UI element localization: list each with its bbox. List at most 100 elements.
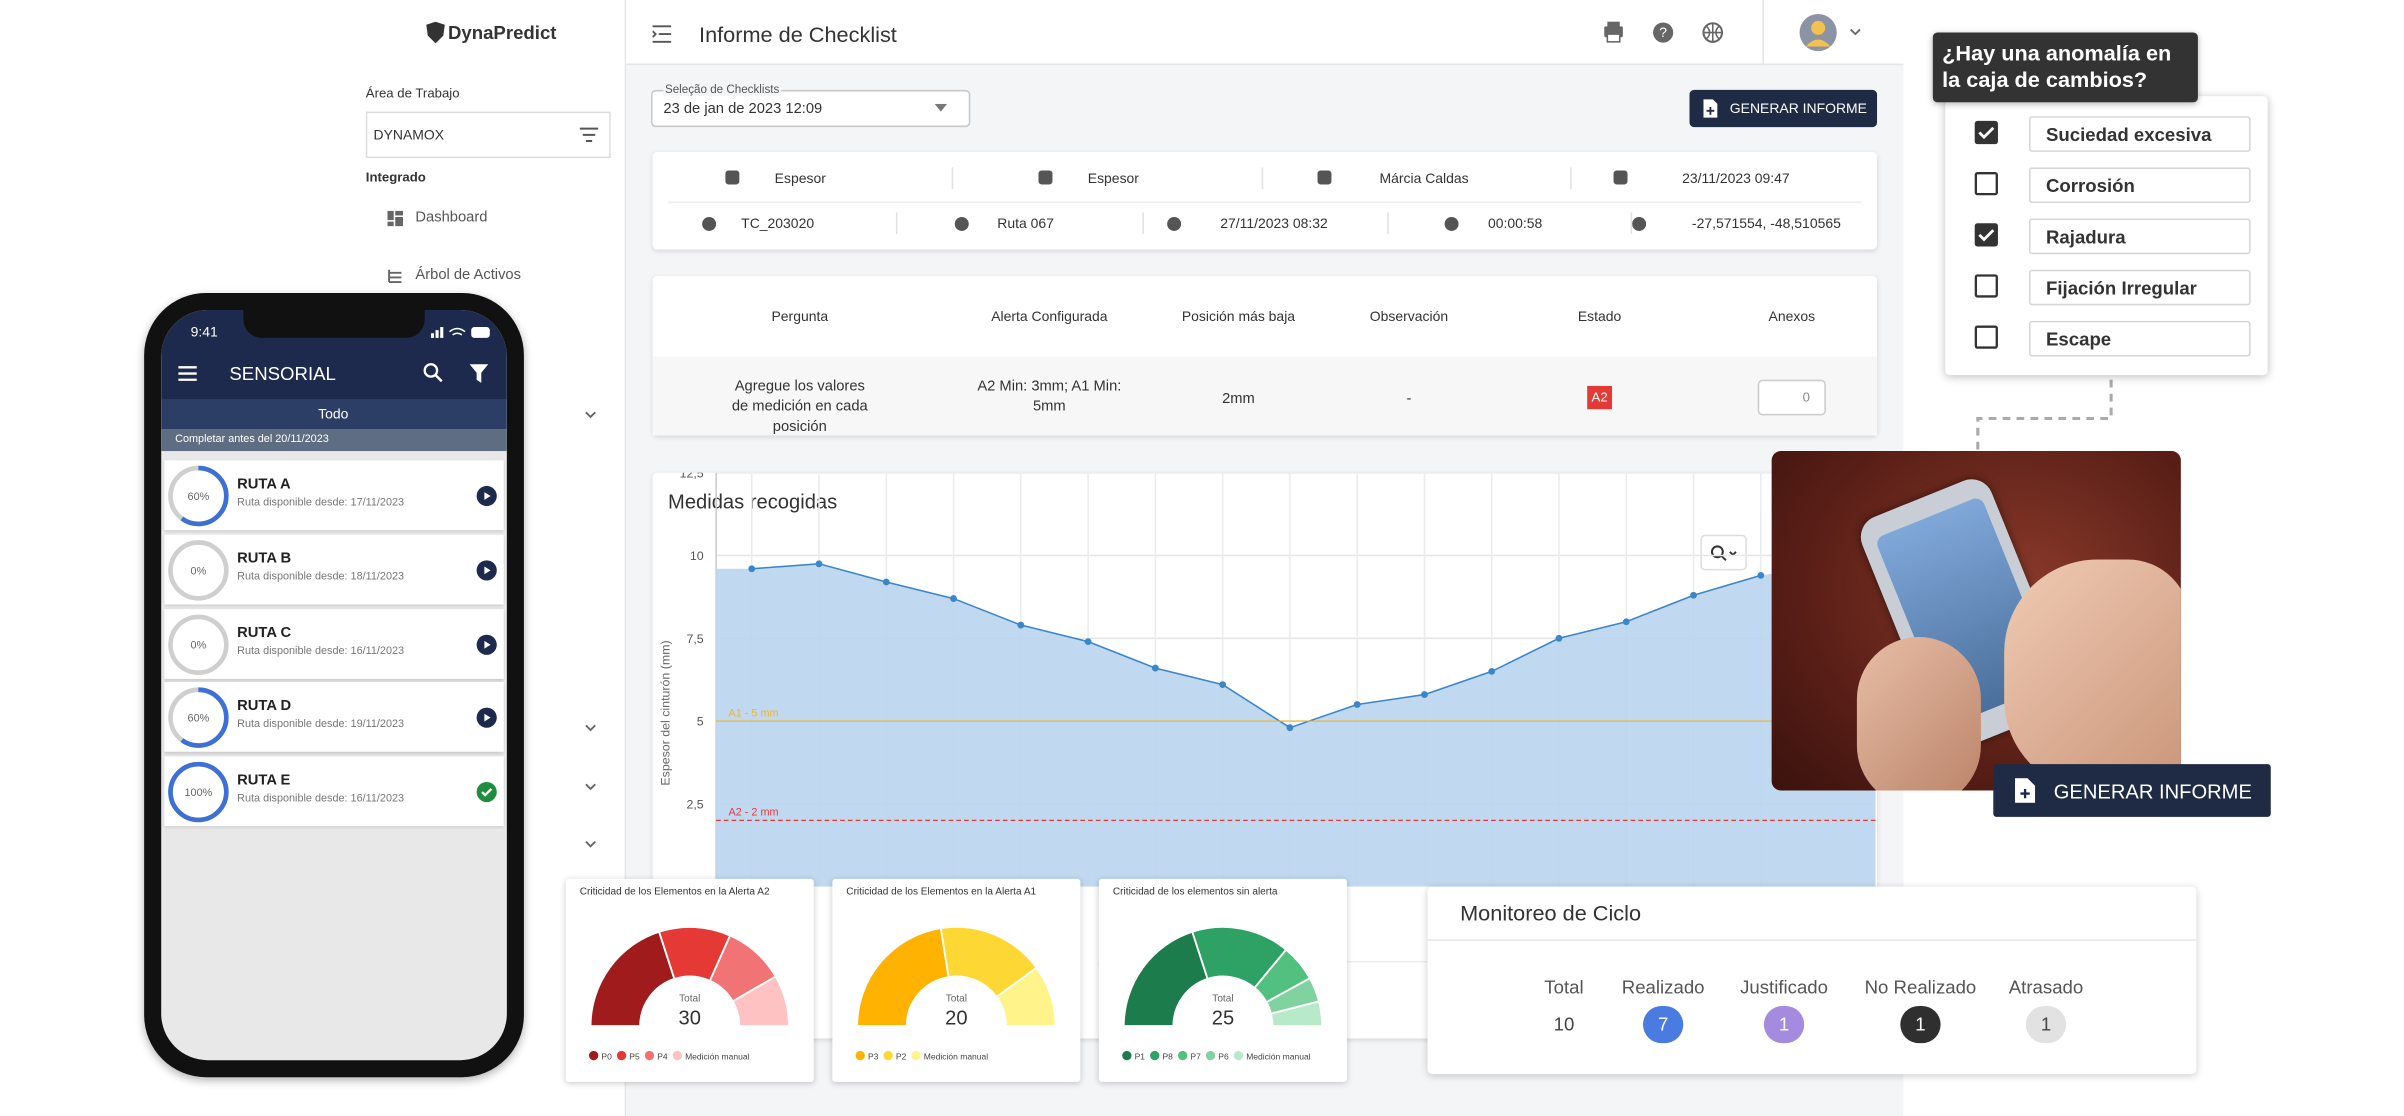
point <box>748 565 756 573</box>
option-label: Fijación Irregular <box>2045 277 2197 300</box>
table-cell: - <box>1406 390 1412 408</box>
route-card[interactable] <box>164 756 504 827</box>
select-label: Seleção de Checklists <box>663 82 781 97</box>
point <box>1421 691 1428 698</box>
cycle-label: Realizado <box>1621 976 1705 999</box>
play <box>484 640 491 649</box>
donut-segment <box>856 927 950 1028</box>
legend-swatch <box>589 1050 599 1061</box>
play <box>484 492 491 500</box>
center-total: 25 <box>1212 1008 1234 1030</box>
promo-button[interactable] <box>1993 764 2271 817</box>
select-value: 23 de jan de 2023 12:09 <box>663 100 823 118</box>
gauge-title: Criticidad de los elementos sin alerta <box>1112 886 1278 898</box>
caret <box>934 103 948 112</box>
logo: DynaPredict <box>447 21 557 44</box>
hamburger[interactable] <box>178 366 197 382</box>
app-actions[interactable] <box>423 363 491 385</box>
point <box>950 595 957 602</box>
progress-label: 60% <box>188 491 210 503</box>
tab[interactable]: Todo <box>318 406 349 422</box>
legend-label: P0 <box>601 1051 612 1061</box>
checkbox[interactable] <box>1974 325 1998 349</box>
legend-label: P6 <box>1218 1051 1229 1061</box>
table-header: Anexos <box>1768 308 1816 324</box>
checkbox[interactable] <box>1974 172 1998 196</box>
menu-item[interactable]: Árbol de Activos <box>415 266 521 284</box>
table-header: Alerta Configurada <box>991 308 1108 324</box>
route-card[interactable] <box>164 460 504 531</box>
info-text: -27,571554, -48,510565 <box>1691 215 1841 231</box>
header-icons[interactable]: ? <box>1603 20 1727 45</box>
svg-text:?: ? <box>1659 24 1667 40</box>
attachment-box <box>1757 379 1826 416</box>
progress-label: 60% <box>188 713 210 725</box>
checkbox-box <box>1974 325 1998 349</box>
check <box>481 788 493 798</box>
y-tick-label: 5 <box>697 715 704 729</box>
report-button[interactable] <box>1689 89 1878 128</box>
donut-chart: Total 30 P0 P5 P4 Medición manual <box>589 925 790 1061</box>
route-action <box>476 560 497 581</box>
progress-label: 0% <box>191 639 207 651</box>
checkbox[interactable] <box>1974 274 1998 298</box>
divider <box>1762 0 1764 66</box>
info-icon <box>1317 170 1332 185</box>
point <box>882 578 890 586</box>
route-subtitle: Ruta disponible desde: 17/11/2023 <box>237 497 405 509</box>
photo-hand <box>2004 559 2181 791</box>
table-header: Observación <box>1369 308 1449 324</box>
legend-label: P2 <box>896 1051 907 1061</box>
table-row-bg <box>652 356 1878 436</box>
section: Integrado <box>365 168 426 185</box>
legend-swatch <box>644 1050 655 1061</box>
ring-bg <box>168 539 229 601</box>
filter-icon[interactable] <box>579 127 599 143</box>
report-button-label: GENERAR INFORME <box>1729 100 1867 117</box>
workspace-select[interactable] <box>365 111 611 159</box>
info-icon <box>1613 170 1628 185</box>
point <box>1017 621 1025 629</box>
option-label: Corrosión <box>2045 175 2135 197</box>
route-card[interactable] <box>164 682 504 753</box>
question-box <box>1932 32 2198 103</box>
center-total: 30 <box>679 1008 701 1030</box>
line-chart: Espesor del cinturón (mm) 2,5 5 7,5 10 12,5 A1… <box>659 472 1876 887</box>
info-sep <box>951 167 954 190</box>
progress-ring: 100% <box>168 762 229 823</box>
route-card[interactable] <box>164 608 504 679</box>
menu-toggle[interactable] <box>652 25 673 44</box>
cycle-label: Total <box>1544 976 1584 999</box>
center-label: Total <box>1212 993 1233 1004</box>
threshold-label: A2 - 2 mm <box>729 807 779 819</box>
status-icons <box>430 327 490 338</box>
info-icon <box>701 217 716 231</box>
option-label: Suciedad excesiva <box>2045 124 2212 146</box>
table-header: Posición más baja <box>1181 308 1296 324</box>
checkbox[interactable] <box>1974 120 1998 145</box>
cycle-badge <box>2025 1005 2067 1044</box>
info-icon <box>725 170 740 185</box>
question: ¿Hay una anomalía en la caja de cambios? <box>1942 40 2172 92</box>
route-card[interactable] <box>164 534 504 605</box>
center-label: Total <box>679 993 700 1004</box>
option-box <box>2028 320 2251 357</box>
info-text: Ruta 067 <box>997 215 1054 231</box>
checkbox[interactable] <box>1974 223 1998 247</box>
progress-ring: 60% <box>168 688 229 749</box>
point <box>1353 701 1361 708</box>
info-text: 23/11/2023 09:47 <box>1682 170 1790 187</box>
logo-icon <box>426 21 445 44</box>
menu-item[interactable]: Dashboard <box>415 209 488 227</box>
avatar[interactable] <box>1798 12 1866 52</box>
table-cell: A2 Min: 3mm; A1 Min: 5mm <box>977 378 1122 416</box>
ring-progress <box>168 762 229 823</box>
chart-title: Medidas recogidas <box>668 489 838 514</box>
info-sep <box>1630 212 1633 235</box>
route-subtitle: Ruta disponible desde: 16/11/2023 <box>237 645 405 657</box>
route-subtitle: Ruta disponible desde: 18/11/2023 <box>237 571 405 583</box>
route-name: RUTA B <box>237 549 292 567</box>
route-name: RUTA E <box>237 772 291 790</box>
center-total: 20 <box>945 1008 967 1030</box>
